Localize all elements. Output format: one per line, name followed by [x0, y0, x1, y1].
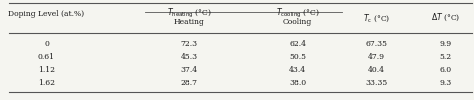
- Text: $\Delta T$ (°C): $\Delta T$ (°C): [431, 12, 460, 23]
- Text: Cooling: Cooling: [283, 18, 312, 26]
- Text: 43.4: 43.4: [289, 66, 306, 74]
- Text: 1.62: 1.62: [38, 79, 55, 87]
- Text: 33.35: 33.35: [365, 79, 388, 87]
- Text: 9.3: 9.3: [439, 79, 452, 87]
- Text: 1.12: 1.12: [38, 66, 55, 74]
- Text: 67.35: 67.35: [365, 40, 387, 48]
- Text: Doping Level (at.%): Doping Level (at.%): [9, 10, 84, 18]
- Text: 37.4: 37.4: [181, 66, 198, 74]
- Text: 0: 0: [44, 40, 49, 48]
- Text: 38.0: 38.0: [289, 79, 306, 87]
- Text: 40.4: 40.4: [368, 66, 385, 74]
- Text: 45.3: 45.3: [181, 53, 198, 61]
- Text: 47.9: 47.9: [368, 53, 385, 61]
- Text: 5.2: 5.2: [439, 53, 452, 61]
- Text: 0.61: 0.61: [38, 53, 55, 61]
- Text: 9.9: 9.9: [439, 40, 452, 48]
- Text: $T_\mathrm{heating}$ (°C): $T_\mathrm{heating}$ (°C): [167, 7, 211, 20]
- Text: $T_\mathrm{c}$ (°C): $T_\mathrm{c}$ (°C): [363, 12, 390, 24]
- Text: 62.4: 62.4: [289, 40, 306, 48]
- Text: 50.5: 50.5: [289, 53, 306, 61]
- Text: 28.7: 28.7: [181, 79, 198, 87]
- Text: 72.3: 72.3: [181, 40, 198, 48]
- Text: Heating: Heating: [174, 18, 205, 26]
- Text: $T_\mathrm{cooling}$ (°C): $T_\mathrm{cooling}$ (°C): [276, 7, 319, 20]
- Text: 6.0: 6.0: [439, 66, 452, 74]
